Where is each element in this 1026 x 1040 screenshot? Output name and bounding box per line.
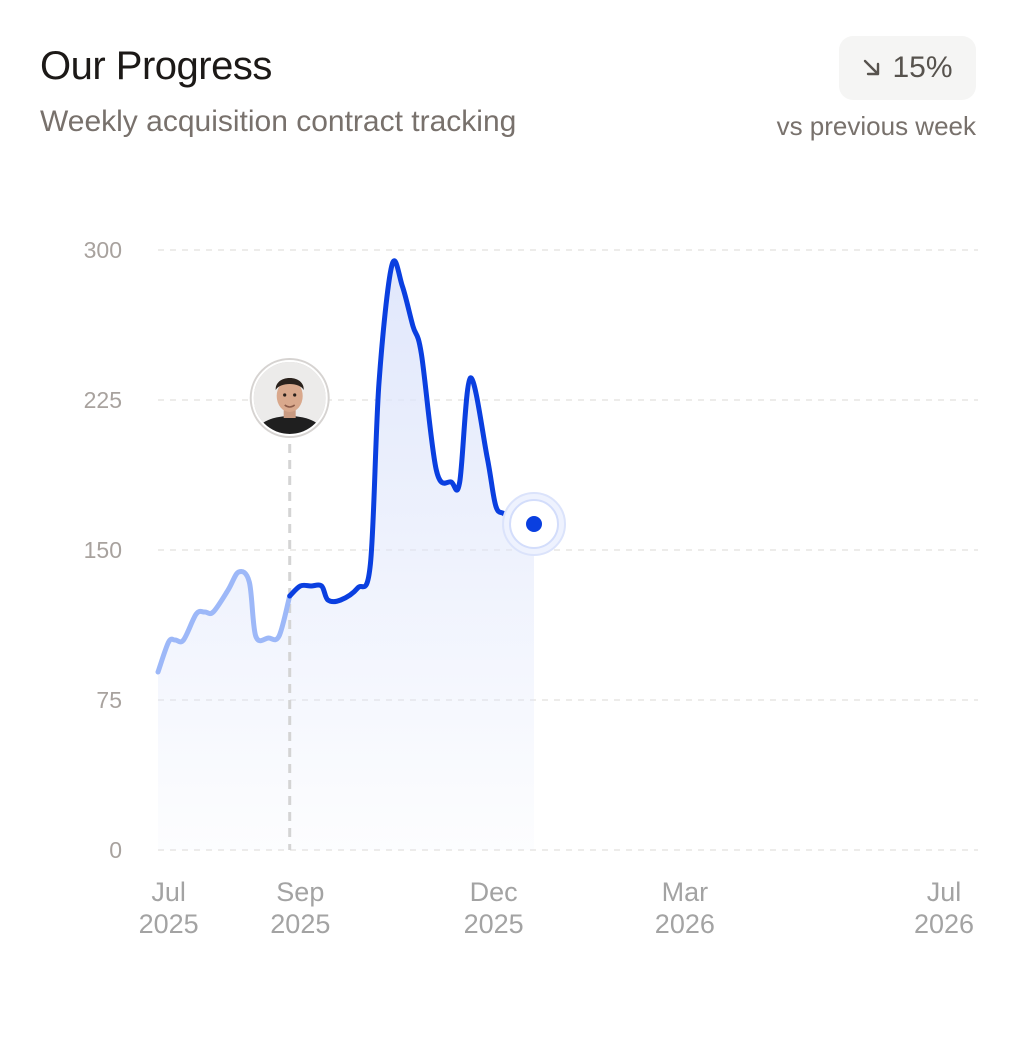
series-line-after-milestone	[287, 258, 537, 605]
x-tick-label: Jul 2026	[914, 877, 974, 939]
y-tick-label: 0	[109, 837, 122, 863]
comparison-label: vs previous week	[776, 111, 976, 141]
current-point[interactable]	[502, 492, 567, 556]
x-tick-label-line: 2026	[914, 909, 974, 939]
card-title: Our Progress	[40, 44, 272, 88]
y-tick-label: 150	[84, 537, 122, 563]
x-tick-label-line: 2025	[139, 909, 199, 939]
avatar-shirt	[255, 416, 324, 434]
card-subtitle: Weekly acquisition contract tracking	[40, 105, 517, 138]
y-tick-label: 75	[96, 687, 122, 713]
x-tick-label-line: Mar	[662, 877, 709, 907]
change-value: 15%	[892, 51, 953, 84]
arrow-down-right-icon	[862, 58, 882, 78]
avatar-portrait	[253, 362, 326, 434]
x-tick-label: Jul 2025	[139, 877, 199, 939]
x-tick-label-line: 2025	[270, 909, 330, 939]
x-tick-label-line: Sep	[276, 877, 324, 907]
avatar-hair	[275, 378, 304, 390]
avatar[interactable]	[249, 358, 330, 452]
x-tick-label: Mar 2026	[655, 877, 715, 939]
series-line-before-milestone	[155, 569, 293, 675]
area-fill	[158, 260, 534, 850]
y-tick-label: 300	[84, 237, 122, 263]
x-tick-label-line: 2025	[464, 909, 524, 939]
avatar-eye	[293, 393, 297, 397]
avatar-border	[251, 360, 328, 436]
x-tick-label-line: Jul	[927, 877, 962, 907]
avatar-smile	[284, 404, 296, 408]
x-tick-label: Sep 2025	[270, 877, 330, 939]
avatar-face	[276, 380, 303, 412]
current-point-dot	[526, 516, 543, 532]
y-tick-label: 225	[84, 387, 122, 413]
x-tick-label-line: Dec	[470, 877, 518, 907]
x-tick-label: Dec 2025	[464, 877, 524, 939]
x-tick-label-line: 2026	[655, 909, 715, 939]
x-tick-label-line: Jul	[151, 877, 186, 907]
change-badge: 15%	[839, 36, 976, 100]
avatar-eye	[283, 393, 287, 397]
